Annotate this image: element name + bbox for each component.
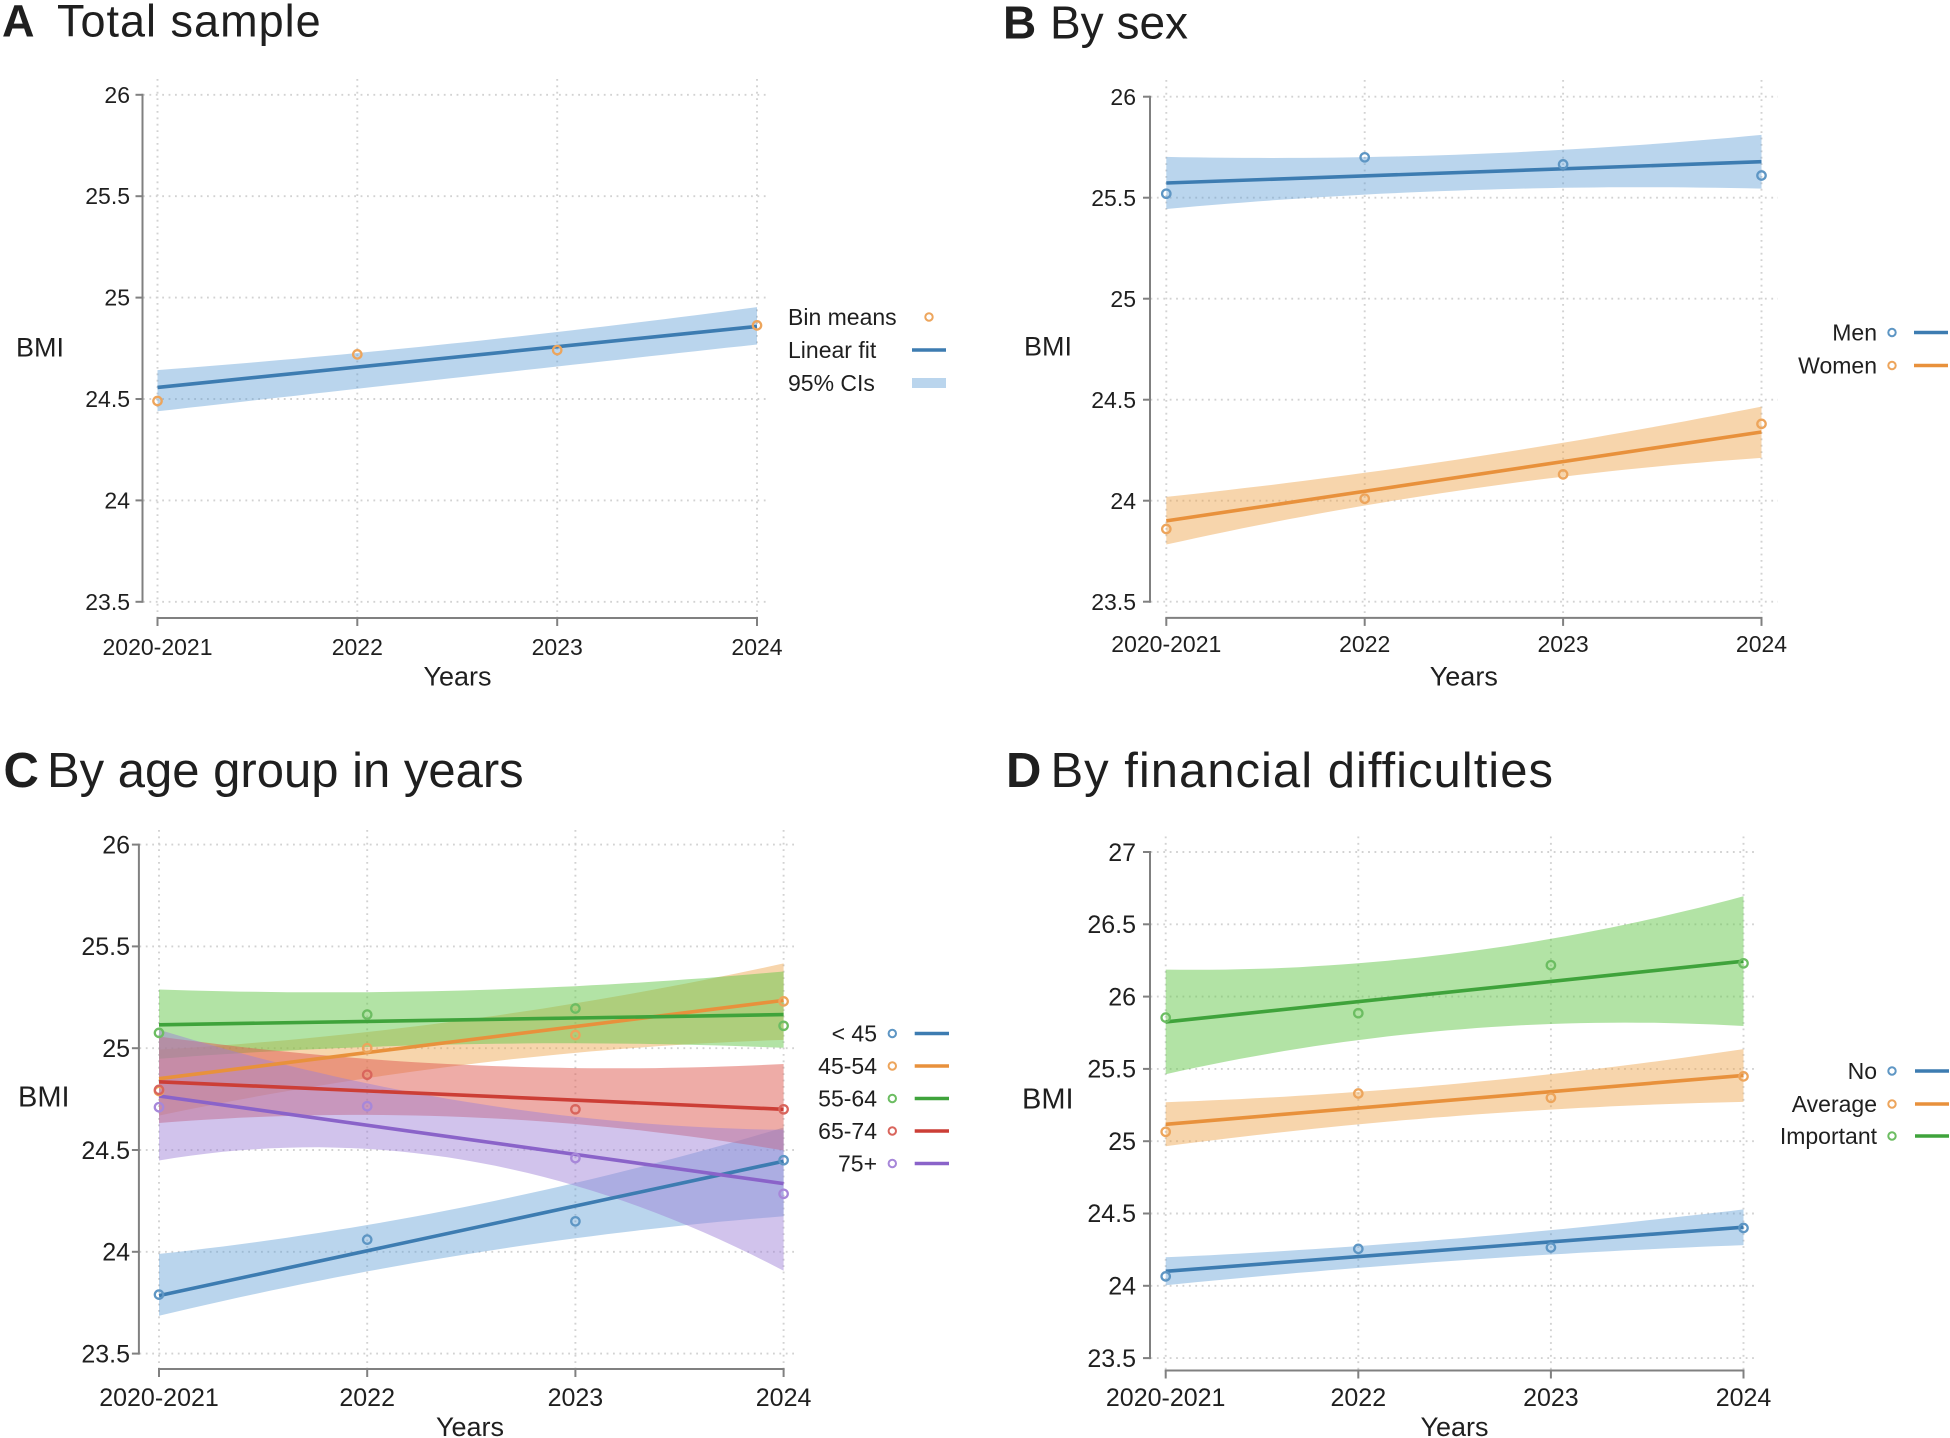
svg-text:D: D [1006, 744, 1041, 798]
svg-text:26.5: 26.5 [1087, 911, 1136, 939]
svg-text:45-54: 45-54 [818, 1053, 877, 1079]
svg-text:BMI: BMI [16, 333, 64, 363]
svg-text:24.5: 24.5 [85, 386, 130, 412]
svg-text:2022: 2022 [332, 634, 383, 660]
svg-text:Average: Average [1792, 1091, 1877, 1117]
svg-text:BMI: BMI [1022, 1083, 1074, 1115]
svg-text:Bin means: Bin means [788, 304, 897, 330]
svg-text:B: B [1003, 0, 1036, 49]
svg-text:2024: 2024 [1736, 631, 1787, 657]
svg-text:26: 26 [1110, 84, 1136, 110]
svg-text:25.5: 25.5 [85, 183, 130, 209]
svg-text:25.5: 25.5 [81, 933, 130, 961]
svg-text:26: 26 [104, 82, 130, 108]
svg-text:65-74: 65-74 [818, 1118, 877, 1144]
svg-text:24.5: 24.5 [81, 1137, 130, 1165]
svg-text:Women: Women [1798, 353, 1877, 379]
svg-text:Important: Important [1780, 1123, 1878, 1149]
svg-text:Years: Years [436, 1412, 504, 1438]
svg-text:25.5: 25.5 [1091, 185, 1136, 211]
svg-text:Years: Years [1430, 662, 1498, 692]
svg-text:2020-2021: 2020-2021 [103, 634, 213, 660]
svg-text:25: 25 [102, 1035, 130, 1063]
svg-text:2023: 2023 [1538, 631, 1589, 657]
svg-text:24: 24 [1108, 1273, 1136, 1301]
svg-text:By sex: By sex [1050, 0, 1188, 49]
svg-text:< 45: < 45 [832, 1021, 877, 1047]
svg-text:BMI: BMI [18, 1081, 70, 1113]
svg-text:23.5: 23.5 [1091, 589, 1136, 615]
svg-text:2024: 2024 [1716, 1384, 1772, 1412]
svg-text:Years: Years [423, 662, 491, 692]
svg-text:2022: 2022 [339, 1384, 395, 1412]
svg-text:2020-2021: 2020-2021 [99, 1384, 219, 1412]
svg-text:Men: Men [1832, 320, 1877, 346]
svg-text:55-64: 55-64 [818, 1086, 877, 1112]
svg-text:BMI: BMI [1024, 332, 1072, 362]
svg-text:25.5: 25.5 [1087, 1056, 1136, 1084]
svg-text:A: A [2, 0, 35, 47]
svg-text:2023: 2023 [548, 1384, 604, 1412]
svg-text:Years: Years [1420, 1412, 1488, 1438]
svg-text:2024: 2024 [756, 1384, 812, 1412]
svg-text:By age group in years: By age group in years [47, 744, 524, 798]
svg-text:95% CIs: 95% CIs [788, 370, 875, 396]
svg-text:Total sample: Total sample [57, 0, 322, 47]
svg-text:24: 24 [102, 1239, 130, 1267]
svg-text:2022: 2022 [1339, 631, 1390, 657]
svg-text:75+: 75+ [838, 1151, 877, 1177]
svg-text:2020-2021: 2020-2021 [1106, 1384, 1226, 1412]
svg-text:No: No [1848, 1058, 1877, 1084]
svg-text:Linear fit: Linear fit [788, 337, 877, 363]
svg-text:26: 26 [1108, 983, 1136, 1011]
svg-text:C: C [4, 744, 39, 798]
svg-text:24.5: 24.5 [1087, 1200, 1136, 1228]
svg-text:25: 25 [1108, 1128, 1136, 1156]
svg-text:27: 27 [1108, 839, 1136, 867]
svg-text:2024: 2024 [731, 634, 782, 660]
svg-text:23.5: 23.5 [81, 1340, 130, 1368]
svg-text:2023: 2023 [532, 634, 583, 660]
svg-text:25: 25 [1110, 286, 1136, 312]
svg-text:2023: 2023 [1523, 1384, 1579, 1412]
svg-text:24: 24 [104, 488, 130, 514]
svg-text:24.5: 24.5 [1091, 387, 1136, 413]
svg-text:2022: 2022 [1330, 1384, 1386, 1412]
svg-text:25: 25 [104, 285, 130, 311]
svg-text:By financial difficulties: By financial difficulties [1051, 744, 1554, 798]
svg-text:24: 24 [1110, 488, 1136, 514]
svg-text:2020-2021: 2020-2021 [1111, 631, 1221, 657]
svg-text:23.5: 23.5 [85, 589, 130, 615]
svg-text:26: 26 [102, 831, 130, 859]
svg-text:23.5: 23.5 [1087, 1345, 1136, 1373]
